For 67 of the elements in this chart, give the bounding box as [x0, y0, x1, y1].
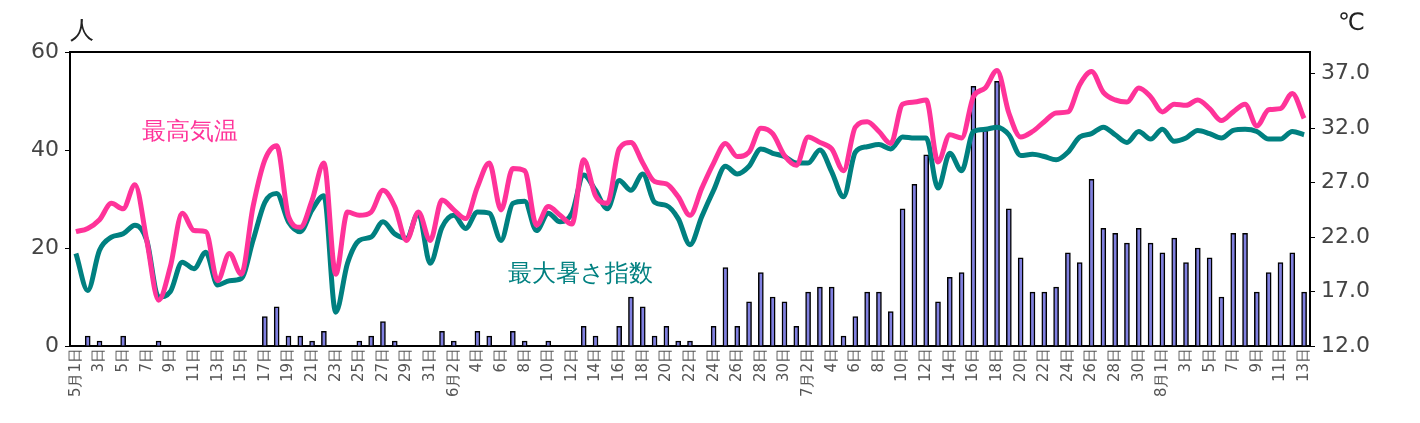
x-tick-label: 4日 — [821, 348, 840, 373]
x-tick-label: 27日 — [372, 348, 391, 383]
x-tick-label: 21日 — [301, 348, 320, 383]
x-tick-label: 16日 — [609, 348, 628, 383]
x-tick-label: 13日 — [207, 348, 226, 383]
x-tick-label: 18日 — [986, 348, 1005, 383]
x-tick-label: 7日 — [1223, 348, 1242, 373]
x-tick-label: 22日 — [1034, 348, 1053, 383]
x-tick-label: 18日 — [632, 348, 651, 383]
x-tick-label: 20日 — [1010, 348, 1029, 383]
x-tick-label: 8日 — [514, 348, 533, 373]
y-tick-label: 20 — [31, 233, 59, 259]
x-tick-label: 23日 — [325, 348, 344, 383]
x-tick-label: 26日 — [727, 348, 746, 383]
series-label: 最高気温 — [142, 117, 238, 145]
x-tick-label: 16日 — [963, 348, 982, 383]
x-tick-label: 6日 — [845, 348, 864, 373]
x-tick-label: 5日 — [113, 348, 132, 373]
y2-tick-label: 27.0 — [1321, 168, 1370, 194]
x-tick-label: 11日 — [183, 348, 202, 383]
x-tick-label: 6日 — [490, 348, 509, 373]
x-tick-label: 30日 — [1128, 348, 1147, 383]
y2-axis-title: ℃ — [1338, 8, 1365, 36]
y2-tick-label: 17.0 — [1321, 277, 1370, 303]
series-label: 最大暑さ指数 — [507, 259, 653, 287]
x-tick-label: 9日 — [1246, 348, 1265, 373]
x-tick-label: 15日 — [231, 348, 250, 383]
x-tick-label: 3日 — [1175, 348, 1194, 373]
y-tick-label: 40 — [31, 135, 59, 161]
x-tick-label: 11日 — [1270, 348, 1289, 383]
y2-tick-label: 37.0 — [1321, 59, 1370, 85]
y2-tick-label: 22.0 — [1321, 222, 1370, 248]
x-tick-label: 14日 — [939, 348, 958, 383]
x-tick-label: 22日 — [679, 348, 698, 383]
x-tick-label: 17日 — [254, 348, 273, 383]
x-tick-label: 14日 — [585, 348, 604, 383]
x-tick-label: 10日 — [538, 348, 557, 383]
x-tick-label: 5日 — [1199, 348, 1218, 373]
x-tick-label: 24日 — [703, 348, 722, 383]
x-tick-label: 31日 — [420, 348, 439, 383]
x-tick-label: 7日 — [136, 348, 155, 373]
x-tick-label: 8日 — [868, 348, 887, 373]
x-tick-label: 25日 — [349, 348, 368, 383]
x-tick-label: 5月1日 — [65, 348, 84, 398]
x-tick-label: 29日 — [396, 348, 415, 383]
x-tick-label: 3日 — [89, 348, 108, 373]
x-tick-label: 24日 — [1057, 348, 1076, 383]
x-tick-label: 26日 — [1081, 348, 1100, 383]
x-tick-label: 4日 — [467, 348, 486, 373]
x-tick-label: 20日 — [656, 348, 675, 383]
x-tick-label: 28日 — [750, 348, 769, 383]
x-tick-label: 30日 — [774, 348, 793, 383]
y-tick-label: 60 — [31, 37, 59, 63]
x-tick-label: 19日 — [278, 348, 297, 383]
x-tick-label: 9日 — [160, 348, 179, 373]
x-tick-label: 12日 — [561, 348, 580, 383]
y-axis-title: 人 — [70, 16, 94, 44]
y2-tick-label: 32.0 — [1321, 113, 1370, 139]
x-tick-label: 7月2日 — [797, 348, 816, 398]
x-tick-label: 6月2日 — [443, 348, 462, 398]
x-tick-label: 8月1日 — [1152, 348, 1171, 398]
x-tick-label: 12日 — [916, 348, 935, 383]
x-tick-label: 13日 — [1293, 348, 1312, 383]
x-tick-label: 28日 — [1105, 348, 1124, 383]
y2-tick-label: 12.0 — [1321, 331, 1370, 357]
x-tick-label: 10日 — [892, 348, 911, 383]
y-tick-label: 0 — [45, 331, 59, 357]
